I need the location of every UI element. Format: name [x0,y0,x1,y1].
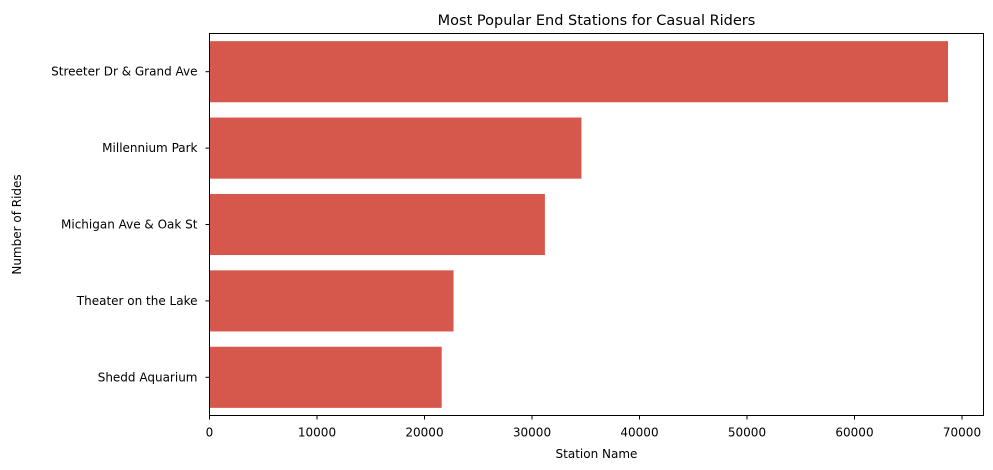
y-axis: Streeter Dr & Grand Ave Millennium Park Mi… [51,65,210,384]
bar [209,270,454,332]
x-tick-label: 60000 [835,426,873,440]
y-tick-label: Millennium Park [102,141,197,155]
bar [209,193,545,256]
y-tick-label: Theater on the Lake [76,294,198,308]
x-tick-label: 50000 [728,426,766,440]
y-tick-label: Streeter Dr & Grand Ave [51,65,197,79]
x-axis-label: Station Name [556,447,638,461]
y-axis-label: Number of Rides [10,174,24,274]
bars-group [209,41,949,408]
plot-frame [209,33,984,416]
x-tick-label: 40000 [620,426,658,440]
x-axis: 0 10000 20000 30000 40000 50000 60000 70000 [206,415,981,440]
x-tick-label: 20000 [405,426,443,440]
x-tick-label: 10000 [298,426,336,440]
y-tick-label: Shedd Aquarium [98,370,198,384]
chart-title: Most Popular End Stations for Casual Rid… [438,13,756,29]
bar [209,117,582,179]
y-tick-label: Michigan Ave & Oak St [61,218,198,232]
bar [209,41,949,103]
bar [209,346,442,408]
x-tick-label: 70000 [943,426,981,440]
x-tick-label: 0 [206,426,214,440]
x-tick-label: 30000 [513,426,551,440]
